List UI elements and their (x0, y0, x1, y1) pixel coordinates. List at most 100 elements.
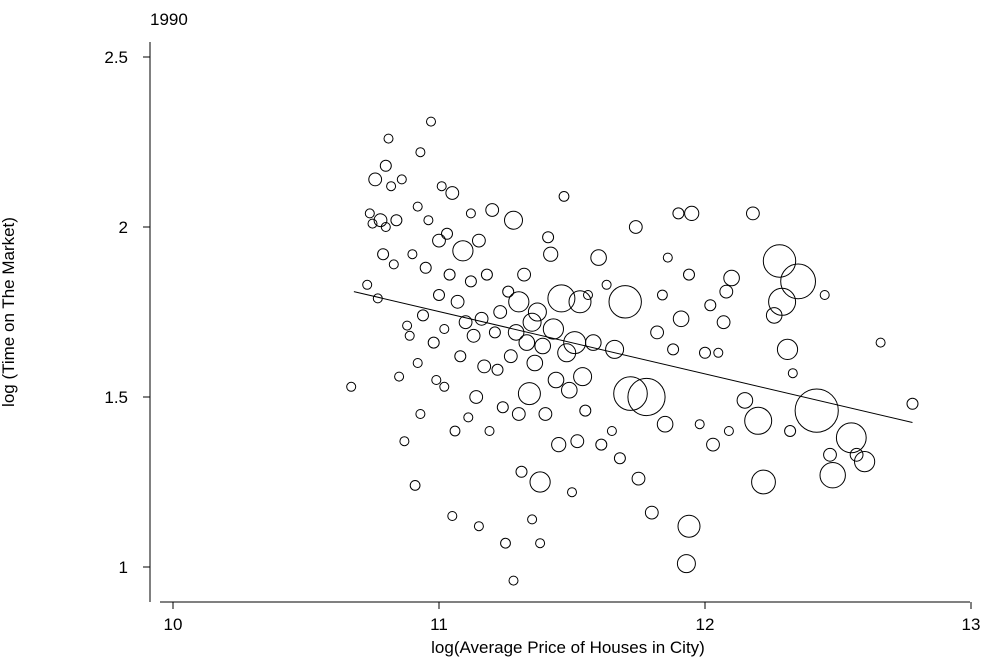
data-point (656, 415, 674, 433)
data-point (787, 368, 798, 379)
data-point (466, 328, 481, 343)
data-point (551, 437, 567, 453)
data-point (719, 284, 734, 299)
data-point (563, 331, 587, 355)
y-axis-label: log (Time on The Market) (0, 217, 18, 407)
data-point (854, 451, 876, 473)
x-axis-ticks: 10 11 12 13 (164, 602, 980, 634)
data-point (535, 538, 546, 549)
data-point (657, 289, 668, 301)
x-tick-label: 11 (430, 615, 448, 634)
data-point (567, 487, 577, 498)
data-point (527, 514, 538, 525)
data-point (412, 358, 423, 368)
data-point (443, 268, 456, 281)
data-point (583, 290, 593, 300)
data-point (472, 233, 486, 248)
y-axis-ticks: 1 1.5 2 2.5 (104, 48, 150, 577)
data-point (590, 249, 607, 266)
data-point (776, 338, 799, 360)
x-axis-label: log(Average Price of Houses in City) (431, 638, 705, 657)
data-point (784, 425, 797, 437)
data-point (746, 206, 760, 221)
data-point (613, 376, 648, 411)
data-point (558, 191, 570, 202)
data-point (568, 290, 592, 314)
y-tick-label: 2 (119, 218, 128, 237)
data-point (439, 324, 450, 334)
data-point (684, 205, 700, 221)
data-point (835, 422, 867, 454)
data-point (390, 214, 403, 227)
data-point (368, 172, 383, 187)
data-point (346, 381, 357, 392)
data-point (432, 233, 446, 248)
x-tick-label: 10 (164, 615, 183, 634)
data-point (441, 227, 453, 240)
data-point (396, 174, 407, 185)
data-point (704, 299, 717, 312)
y-tick-label: 1 (119, 558, 128, 577)
data-point (500, 537, 511, 549)
data-point (768, 287, 797, 316)
data-point (561, 381, 578, 399)
data-point (819, 290, 830, 300)
data-point (699, 346, 711, 359)
data-point (517, 382, 541, 406)
data-point (644, 505, 659, 520)
data-point (723, 269, 740, 287)
data-point (394, 371, 405, 382)
data-point (522, 312, 542, 332)
data-point (849, 447, 864, 462)
data-point (751, 469, 776, 495)
data-point (557, 343, 577, 363)
data-point (515, 465, 528, 478)
data-point (694, 419, 705, 430)
data-point (526, 354, 544, 372)
data-point (677, 514, 701, 538)
data-point (484, 426, 495, 436)
data-point (480, 268, 493, 281)
data-point (491, 363, 504, 376)
data-point (542, 318, 565, 340)
data-point (662, 252, 673, 263)
fit-line (353, 291, 913, 423)
data-point (388, 259, 399, 270)
data-point (433, 289, 445, 301)
data-point (573, 367, 593, 387)
data-point (436, 181, 447, 192)
data-point (488, 326, 501, 339)
data-point (454, 350, 467, 363)
data-point (538, 407, 553, 421)
data-point (875, 337, 886, 348)
data-point (606, 426, 617, 436)
data-point (419, 261, 432, 274)
data-point (427, 336, 440, 349)
data-point (672, 207, 685, 220)
data-point (373, 213, 388, 228)
data-point (628, 220, 643, 234)
data-point (412, 201, 423, 212)
data-point (464, 275, 477, 288)
data-point (667, 343, 680, 356)
data-point (527, 302, 547, 322)
data-point (485, 203, 500, 217)
y-tick-label: 2.5 (104, 48, 128, 67)
data-point (431, 375, 442, 385)
data-point (819, 462, 846, 489)
y-tick-label: 1.5 (104, 388, 128, 407)
data-point (417, 309, 429, 322)
data-point (683, 268, 695, 281)
data-points (346, 116, 919, 586)
data-point (823, 447, 837, 462)
data-point (517, 267, 531, 282)
data-point (511, 407, 526, 421)
data-point (504, 210, 523, 230)
data-point (380, 222, 391, 232)
data-point (377, 248, 390, 261)
data-point (503, 349, 518, 364)
data-point (496, 401, 509, 414)
x-tick-label: 12 (696, 615, 715, 634)
data-point (723, 426, 734, 436)
data-point (409, 480, 421, 491)
